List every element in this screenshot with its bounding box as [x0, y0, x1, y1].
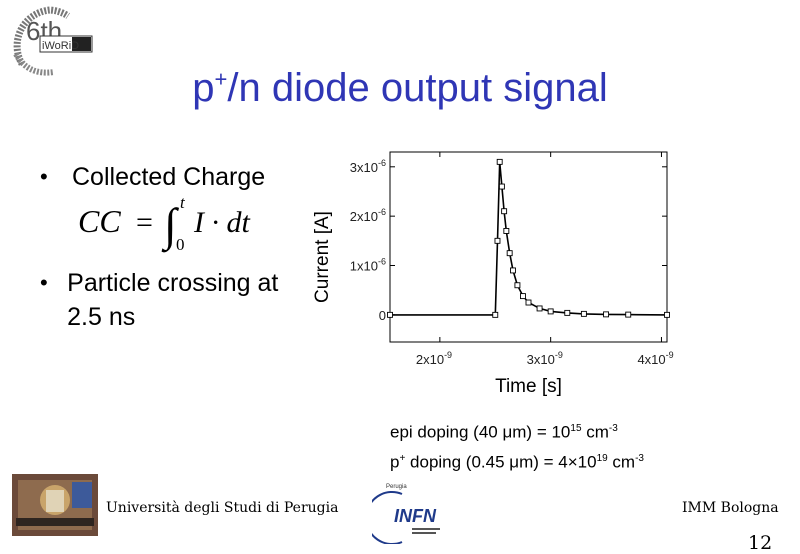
data-point	[503, 228, 510, 234]
infn-logo: Perugia INFN	[372, 484, 440, 544]
svg-text:CC: CC	[78, 203, 121, 239]
data-point	[514, 282, 521, 289]
x-tick-label: 4x10-9	[637, 350, 673, 367]
data-point	[496, 158, 503, 165]
svg-text:I · dt: I · dt	[193, 206, 250, 239]
y-tick-label: 0	[379, 308, 386, 323]
bullet-particle-crossing: • Particle crossing at 2.5 ns	[40, 269, 279, 331]
bullet-list: • Collected Charge • Particle crossing at …	[40, 160, 310, 334]
data-point	[494, 237, 501, 244]
data-point	[506, 250, 513, 257]
data-point	[492, 311, 499, 318]
slide-title: p+/n diode output signal	[192, 66, 608, 110]
iworid-logo: 6th iWoRiD	[13, 6, 93, 76]
page-number: 12	[748, 532, 773, 554]
series-line	[390, 161, 668, 316]
data-point	[547, 308, 554, 315]
y-tick-label: 2x10-6	[350, 207, 386, 224]
data-point	[625, 311, 632, 318]
plot-frame	[389, 151, 668, 343]
caption-line-p: p+ doping (0.45 μm) = 4×1019 cm-3	[390, 452, 644, 472]
data-point	[536, 305, 543, 312]
x-tick-label: 2x10-9	[416, 350, 452, 367]
current-vs-time-chart: 2x10-9 3x10-9 4x10-9 0 1x10-6 2x10-6 3x10-6 Tim…	[312, 151, 674, 397]
caption-line-epi: epi doping (40 μm) = 1015 cm-3	[390, 422, 618, 442]
data-point	[520, 293, 526, 300]
infn-text: INFN	[394, 506, 437, 526]
footer-university: Università degli Studi di Perugia	[106, 500, 339, 516]
data-point	[564, 309, 571, 316]
university-perugia-logo	[12, 474, 98, 536]
x-axis-label: Time [s]	[495, 376, 562, 397]
data-point	[664, 311, 670, 318]
y-tick-label: 3x10-6	[350, 158, 386, 175]
data-point	[525, 299, 532, 306]
svg-text:=: =	[136, 206, 153, 239]
y-tick-label: 1x10-6	[350, 257, 386, 274]
svg-text:t: t	[180, 193, 186, 212]
logo-small-text: iWoRiD	[42, 40, 79, 52]
integral-sign: ∫	[161, 199, 179, 253]
footer-imm-bologna: IMM Bologna	[682, 500, 779, 516]
y-axis-label: Current [A]	[312, 211, 333, 303]
doping-caption: epi doping (40 μm) = 1015 cm-3 p+ doping…	[390, 416, 644, 475]
data-point	[510, 267, 516, 274]
svg-text:0: 0	[176, 235, 185, 254]
data-point	[501, 208, 508, 215]
data-point	[603, 311, 610, 318]
data-point	[580, 310, 587, 317]
infn-city: Perugia	[386, 484, 407, 490]
data-point	[387, 311, 393, 318]
x-tick-label: 3x10-9	[527, 350, 563, 367]
bullet-collected-charge: • Collected Charge	[40, 163, 266, 191]
data-point	[498, 183, 505, 190]
charge-formula: CC = ∫ t 0 I · dt	[78, 193, 250, 254]
